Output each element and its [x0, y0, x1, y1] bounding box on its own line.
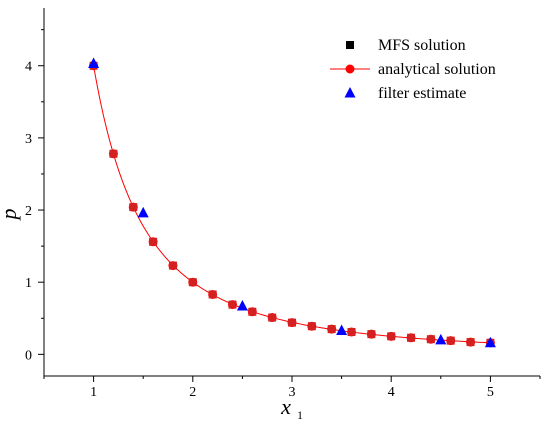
filter-estimate-point: [236, 300, 248, 311]
analytical-solution-line: [93, 65, 491, 344]
mfs-solution-point: [367, 330, 376, 339]
mfs-solution-point: [109, 149, 118, 158]
y-tick-label: 0: [25, 348, 32, 363]
mfs-solution-point: [407, 333, 416, 342]
x-tick-label: 5: [487, 385, 494, 400]
mfs-solution-point: [466, 338, 475, 347]
mfs-solution-point: [327, 325, 336, 334]
legend-label-mfs-solution: MFS solution: [378, 37, 466, 54]
mfs-solution-point: [168, 261, 177, 270]
x-axis-label: x: [280, 394, 291, 419]
filter-estimate-point: [336, 324, 348, 336]
mfs-solution-point: [288, 318, 296, 327]
mfs-solution-point: [188, 278, 197, 287]
mfs-solution-point: [149, 237, 158, 246]
filter-estimate-point: [484, 336, 496, 348]
x-tick-label: 3: [289, 385, 296, 400]
legend-label-filter-estimate: filter estimate: [378, 85, 466, 102]
mfs-solution-point: [387, 332, 396, 341]
x-axis-label-subscript: 1: [297, 408, 303, 422]
mfs-solution-point: [228, 300, 237, 309]
mfs-solution-point: [208, 290, 217, 299]
filter-estimate-point: [137, 206, 149, 218]
y-axis-label: p: [0, 209, 21, 222]
axes: 1234501234x1p: [0, 8, 541, 422]
legend: MFS solution analytical solution filter es…: [330, 37, 496, 102]
mfs-solution-point: [248, 307, 257, 316]
mfs-solution-point: [347, 327, 356, 336]
y-tick-label: 2: [25, 204, 32, 219]
y-tick-label: 4: [25, 60, 32, 75]
mfs-solution-point: [307, 322, 316, 331]
series-layer: [88, 57, 496, 348]
filter-estimate-point: [435, 333, 447, 345]
mfs-solution-point: [268, 313, 277, 322]
legend-marker-filter-estimate: [344, 87, 356, 98]
legend-marker-mfs-solution: [346, 41, 354, 49]
mfs-solution-point: [129, 203, 138, 212]
mfs-solution-point: [446, 336, 455, 345]
x-tick-label: 4: [388, 385, 395, 400]
y-tick-label: 1: [25, 276, 32, 291]
y-tick-label: 3: [25, 132, 32, 147]
legend-marker-analytical-solution: [345, 64, 355, 74]
x-tick-label: 1: [90, 385, 97, 400]
x-tick-label: 2: [189, 385, 196, 400]
mfs-solution-point: [426, 335, 435, 344]
legend-label-analytical-solution: analytical solution: [378, 61, 496, 78]
filter-estimate-point: [88, 57, 100, 69]
